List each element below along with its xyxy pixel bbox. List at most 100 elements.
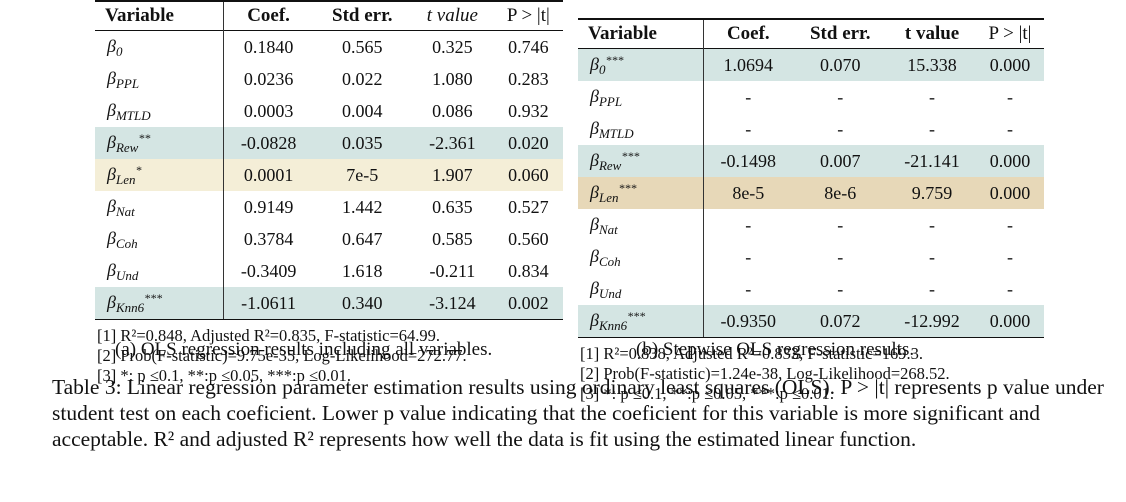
notes-a: [1] R²=0.848, Adjusted R²=0.835, F-stati…	[95, 326, 563, 386]
variable-subscript: Len	[598, 190, 619, 205]
variable-cell: βCoh	[578, 241, 705, 273]
variable-cell: βUnd	[95, 255, 224, 287]
variable-subscript: Rew	[598, 158, 622, 173]
table-row: βLen* 0.0001 7e-5 1.907 0.060	[95, 159, 563, 191]
t-value-cell: -	[929, 215, 936, 235]
note-b-2: [2] Prob(F-statistic)=1.24e-38, Log-Like…	[580, 364, 950, 383]
t-value-cell: -	[929, 247, 936, 267]
table-row: βUnd - - - -	[578, 273, 1044, 305]
p-value-cell: 0.283	[508, 69, 549, 89]
variable-cell: βRew**	[95, 127, 224, 159]
coef-cell: -	[745, 119, 752, 139]
table-body-b: β0*** 1.0694 0.070 15.338 0.000 βPPL - - - - βMTLD…	[578, 48, 1044, 338]
variable-symbol: β	[107, 228, 116, 248]
t-value-cell: 0.086	[432, 101, 473, 121]
p-value-cell: 0.000	[975, 177, 1044, 209]
t-value-cell: -0.211	[429, 261, 476, 281]
variable-subscript: 0	[598, 62, 606, 77]
variable-subscript: Knn6	[115, 300, 145, 315]
variable-symbol: β	[590, 278, 599, 298]
significance-stars: ***	[627, 309, 646, 323]
variable-subscript: Knn6	[598, 318, 628, 333]
variable-cell: β0***	[578, 48, 705, 81]
table-panel-a: Variable Coef. Std err. t value P > |t| …	[95, 0, 563, 386]
header-coef: Coef.	[247, 5, 290, 26]
p-value-cell: -	[1006, 215, 1013, 235]
coef-cell: 0.1840	[243, 37, 294, 57]
variable-cell: βLen*	[95, 159, 224, 191]
p-value-cell: 0.746	[508, 37, 549, 57]
p-value-cell: 0.000	[975, 48, 1044, 81]
variable-cell: βKnn6***	[578, 305, 705, 338]
std-err-cell: 0.070	[792, 48, 889, 81]
t-value-cell: 0.585	[432, 229, 473, 249]
header-coef: Coef.	[726, 23, 770, 44]
std-err-cell: -	[837, 279, 844, 299]
coef-cell: 8e-5	[703, 177, 793, 209]
p-value-cell: 0.834	[508, 261, 549, 281]
variable-cell: β0	[95, 30, 224, 63]
variable-cell: βMTLD	[578, 113, 705, 145]
coef-cell: -	[745, 87, 752, 107]
std-err-cell: -	[837, 215, 844, 235]
coef-cell: -	[745, 247, 752, 267]
variable-symbol: β	[590, 310, 599, 330]
variable-cell: βRew***	[578, 145, 705, 177]
variable-subscript: Und	[598, 286, 622, 301]
p-value-cell: -	[1006, 247, 1013, 267]
variable-subscript: PPL	[598, 94, 623, 109]
significance-stars: ***	[621, 149, 640, 163]
variable-symbol: β	[590, 86, 599, 106]
variable-cell: βNat	[578, 209, 705, 241]
variable-cell: βUnd	[578, 273, 705, 305]
header-variable: Variable	[95, 1, 224, 31]
table-row: βCoh - - - -	[578, 241, 1044, 273]
p-value-cell: 0.000	[975, 305, 1044, 338]
t-value-cell: -12.992	[888, 305, 976, 338]
variable-subscript: 0	[115, 44, 123, 59]
table-row: βLen*** 8e-5 8e-6 9.759 0.000	[578, 177, 1044, 209]
coef-cell: -	[745, 279, 752, 299]
std-err-cell: 1.442	[342, 197, 383, 217]
note-a-3: [3] *: p ≤0.1, **:p ≤0.05, ***:p ≤0.01.	[97, 366, 352, 385]
coef-cell: 1.0694	[703, 48, 793, 81]
regression-table-b: Variable Coef. Std err. t value P > |t| …	[578, 18, 1044, 338]
std-err-cell: -	[837, 247, 844, 267]
coef-cell: 0.0236	[243, 69, 294, 89]
t-value-cell: -21.141	[888, 145, 976, 177]
p-value-cell: 0.002	[493, 287, 563, 320]
variable-subscript: Nat	[115, 204, 135, 219]
p-value-cell: -	[1006, 87, 1013, 107]
table-row: βKnn6*** -0.9350 0.072 -12.992 0.000	[578, 305, 1044, 338]
table-row: βNat - - - -	[578, 209, 1044, 241]
table-row: βPPL 0.0236 0.022 1.080 0.283	[95, 63, 563, 95]
note-a-2: [2] Prob(F-statistic)=9.75e-35, Log-Like…	[97, 346, 467, 365]
variable-symbol: β	[590, 118, 599, 138]
table-row: βPPL - - - -	[578, 81, 1044, 113]
t-value-cell: -	[929, 279, 936, 299]
std-err-cell: 0.004	[342, 101, 383, 121]
table-row: βRew*** -0.1498 0.007 -21.141 0.000	[578, 145, 1044, 177]
header-p-value: P > |t|	[506, 5, 550, 26]
variable-subscript: Coh	[598, 254, 621, 269]
t-value-cell: -	[929, 119, 936, 139]
std-err-cell: 8e-6	[792, 177, 889, 209]
std-err-cell: 0.022	[342, 69, 383, 89]
coef-cell: 0.9149	[243, 197, 294, 217]
subcaption-a: (a) OLS regression results including all…	[115, 339, 493, 360]
t-value-cell: 1.907	[411, 159, 494, 191]
t-value-cell: -2.361	[411, 127, 494, 159]
variable-subscript: Rew	[115, 140, 139, 155]
t-value-cell: -	[929, 87, 936, 107]
significance-stars: ***	[618, 181, 637, 195]
p-value-cell: 0.000	[975, 145, 1044, 177]
variable-symbol: β	[590, 182, 599, 202]
t-value-cell: 15.338	[888, 48, 976, 81]
table-row: βRew** -0.0828 0.035 -2.361 0.020	[95, 127, 563, 159]
std-err-cell: 0.072	[792, 305, 889, 338]
variable-symbol: β	[107, 132, 116, 152]
variable-symbol: β	[590, 150, 599, 170]
subcaption-b: (b) Stepwise OLS regression results.	[636, 339, 915, 360]
std-err-cell: 0.565	[342, 37, 383, 57]
coef-cell: -0.3409	[240, 261, 297, 281]
